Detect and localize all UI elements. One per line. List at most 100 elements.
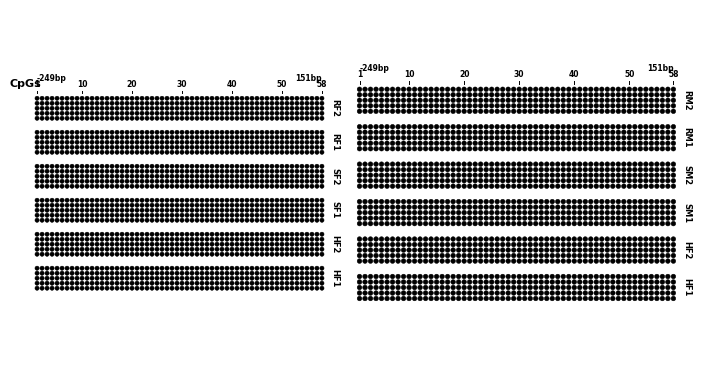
Circle shape — [523, 141, 527, 145]
Circle shape — [528, 167, 532, 172]
Circle shape — [632, 130, 637, 135]
Circle shape — [495, 87, 499, 92]
Circle shape — [610, 135, 615, 140]
Circle shape — [240, 164, 244, 168]
Circle shape — [489, 92, 494, 97]
Circle shape — [572, 237, 576, 241]
Circle shape — [605, 280, 610, 284]
Circle shape — [210, 140, 214, 144]
Circle shape — [295, 276, 299, 280]
Circle shape — [65, 232, 69, 236]
Circle shape — [300, 150, 304, 154]
Circle shape — [235, 130, 239, 134]
Circle shape — [484, 87, 489, 92]
Circle shape — [55, 271, 59, 275]
Circle shape — [368, 285, 373, 290]
Circle shape — [379, 248, 384, 252]
Circle shape — [190, 237, 194, 241]
Circle shape — [185, 111, 189, 116]
Circle shape — [358, 242, 362, 247]
Circle shape — [523, 98, 527, 102]
Circle shape — [155, 208, 159, 212]
Circle shape — [649, 291, 653, 295]
Circle shape — [195, 286, 199, 290]
Circle shape — [572, 167, 576, 172]
Circle shape — [671, 162, 675, 166]
Circle shape — [190, 232, 194, 236]
Circle shape — [230, 101, 234, 105]
Circle shape — [600, 237, 604, 241]
Circle shape — [270, 106, 274, 110]
Circle shape — [550, 285, 554, 290]
Circle shape — [384, 87, 389, 92]
Circle shape — [583, 205, 588, 209]
Circle shape — [489, 205, 494, 209]
Circle shape — [362, 216, 367, 220]
Circle shape — [300, 218, 304, 222]
Circle shape — [300, 252, 304, 256]
Circle shape — [115, 286, 119, 290]
Circle shape — [379, 141, 384, 145]
Circle shape — [627, 253, 632, 258]
Circle shape — [418, 237, 423, 241]
Circle shape — [100, 242, 104, 246]
Circle shape — [215, 116, 219, 120]
Circle shape — [666, 87, 670, 92]
Circle shape — [561, 184, 566, 188]
Circle shape — [440, 216, 445, 220]
Circle shape — [240, 237, 244, 241]
Circle shape — [423, 205, 428, 209]
Circle shape — [610, 205, 615, 209]
Circle shape — [489, 216, 494, 220]
Circle shape — [600, 162, 604, 166]
Circle shape — [489, 135, 494, 140]
Circle shape — [533, 242, 538, 247]
Circle shape — [489, 221, 494, 226]
Circle shape — [115, 271, 119, 275]
Circle shape — [506, 291, 510, 295]
Circle shape — [550, 125, 554, 129]
Circle shape — [462, 205, 467, 209]
Circle shape — [434, 274, 439, 279]
Circle shape — [457, 221, 461, 226]
Circle shape — [315, 242, 319, 246]
Circle shape — [145, 247, 149, 251]
Circle shape — [622, 296, 626, 301]
Circle shape — [423, 178, 428, 183]
Circle shape — [412, 280, 417, 284]
Circle shape — [544, 184, 549, 188]
Circle shape — [230, 266, 234, 270]
Circle shape — [544, 274, 549, 279]
Circle shape — [150, 286, 154, 290]
Circle shape — [544, 280, 549, 284]
Circle shape — [225, 276, 229, 280]
Circle shape — [566, 221, 571, 226]
Circle shape — [588, 104, 593, 108]
Circle shape — [65, 164, 69, 168]
Circle shape — [440, 210, 445, 215]
Circle shape — [600, 167, 604, 172]
Circle shape — [434, 178, 439, 183]
Circle shape — [556, 210, 560, 215]
Text: SF2: SF2 — [330, 168, 339, 185]
Circle shape — [90, 184, 94, 188]
Circle shape — [155, 281, 159, 285]
Circle shape — [40, 150, 44, 154]
Circle shape — [170, 281, 174, 285]
Circle shape — [130, 179, 134, 183]
Circle shape — [130, 213, 134, 217]
Circle shape — [484, 167, 489, 172]
Circle shape — [100, 130, 104, 134]
Circle shape — [100, 96, 104, 100]
Circle shape — [506, 162, 510, 166]
Circle shape — [65, 281, 69, 285]
Circle shape — [220, 111, 224, 116]
Circle shape — [235, 208, 239, 212]
Circle shape — [250, 96, 254, 100]
Circle shape — [310, 266, 314, 270]
Circle shape — [295, 174, 299, 178]
Circle shape — [145, 276, 149, 280]
Circle shape — [285, 252, 289, 256]
Circle shape — [315, 232, 319, 236]
Circle shape — [180, 237, 184, 241]
